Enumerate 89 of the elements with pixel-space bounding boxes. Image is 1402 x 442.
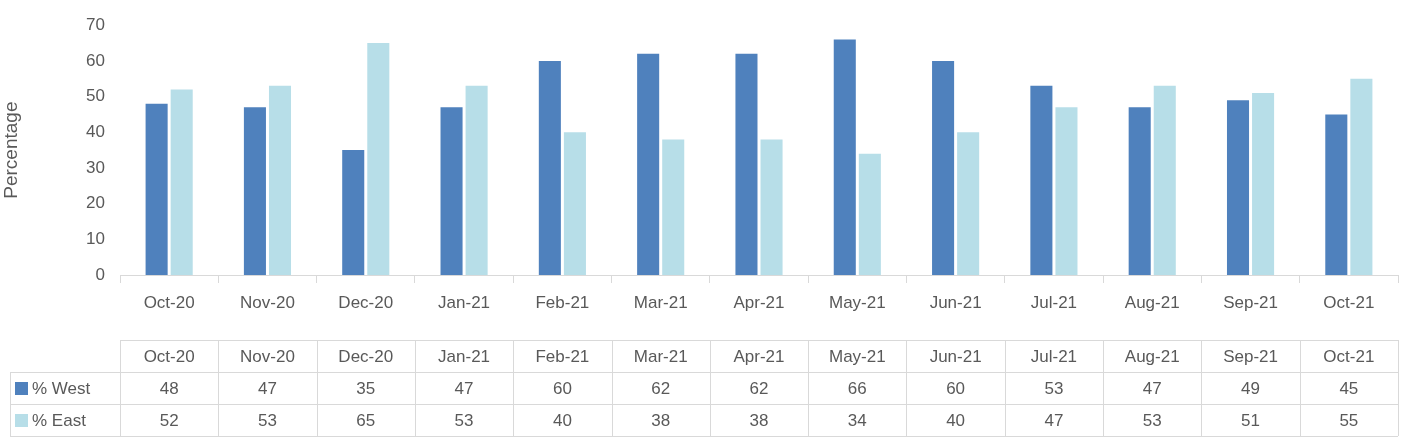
y-tick-label: 50 bbox=[86, 86, 105, 106]
x-tick-label: Feb-21 bbox=[535, 292, 590, 312]
data-label: 65 bbox=[356, 410, 376, 430]
x-tick-label: Dec-20 bbox=[338, 292, 394, 312]
data-label: 48 bbox=[159, 378, 179, 398]
category-label: Feb-21 bbox=[535, 346, 590, 366]
x-tick-label: Nov-20 bbox=[240, 292, 295, 312]
x-tick-label: Mar-21 bbox=[633, 292, 688, 312]
data-label: 55 bbox=[1339, 410, 1359, 430]
data-label: 47 bbox=[1044, 410, 1064, 430]
data-label: 62 bbox=[749, 378, 769, 398]
category-label: Mar-21 bbox=[633, 346, 688, 366]
y-tick-label: 0 bbox=[95, 264, 105, 284]
category-label: Jul-21 bbox=[1030, 346, 1078, 366]
x-tick-label: Sep-21 bbox=[1223, 292, 1278, 312]
category-label: Oct-20 bbox=[143, 346, 195, 366]
y-tick-label: 20 bbox=[86, 193, 105, 213]
data-label: 38 bbox=[749, 410, 769, 430]
data-label: 66 bbox=[847, 378, 867, 398]
x-tick-label: Jul-21 bbox=[1030, 292, 1078, 312]
category-label: Nov-20 bbox=[240, 346, 295, 366]
bar bbox=[932, 60, 955, 275]
bar bbox=[145, 103, 168, 275]
bar bbox=[858, 153, 881, 275]
y-tick-label: 70 bbox=[86, 14, 105, 34]
category-label: Jan-21 bbox=[438, 346, 491, 366]
x-tick-label: May-21 bbox=[828, 292, 886, 312]
bar bbox=[367, 43, 390, 275]
x-tick-label: Oct-20 bbox=[143, 292, 195, 312]
data-label: 45 bbox=[1339, 378, 1359, 398]
category-label: May-21 bbox=[828, 346, 886, 366]
data-label: 53 bbox=[1044, 378, 1064, 398]
x-tick-label: Apr-21 bbox=[733, 292, 785, 312]
category-label: Sep-21 bbox=[1223, 346, 1278, 366]
bar bbox=[440, 107, 463, 275]
data-label: 34 bbox=[847, 410, 867, 430]
bar bbox=[662, 139, 685, 275]
y-tick-label: 40 bbox=[86, 121, 105, 141]
bar bbox=[465, 85, 488, 275]
bar bbox=[1325, 114, 1348, 275]
data-label: 52 bbox=[159, 410, 179, 430]
data-label: 47 bbox=[1142, 378, 1162, 398]
category-label: Oct-21 bbox=[1323, 346, 1375, 366]
data-label: 53 bbox=[454, 410, 474, 430]
y-axis-title: Percentage bbox=[0, 101, 21, 199]
bar bbox=[1055, 107, 1078, 275]
category-label: Apr-21 bbox=[733, 346, 785, 366]
category-label: Dec-20 bbox=[338, 346, 394, 366]
y-tick-label: 30 bbox=[86, 157, 105, 177]
category-label: Aug-21 bbox=[1124, 346, 1180, 366]
bar bbox=[957, 132, 980, 275]
bar bbox=[760, 139, 783, 275]
bar bbox=[170, 89, 193, 275]
bar bbox=[735, 53, 758, 275]
bar bbox=[637, 53, 660, 275]
legend-label: % West bbox=[32, 378, 91, 398]
data-label: 53 bbox=[1142, 410, 1162, 430]
data-label: 38 bbox=[651, 410, 671, 430]
data-label: 47 bbox=[258, 378, 277, 398]
data-label: 40 bbox=[946, 410, 966, 430]
bar bbox=[243, 107, 266, 275]
x-tick-label: Jun-21 bbox=[929, 292, 982, 312]
data-label: 60 bbox=[946, 378, 966, 398]
data-label: 49 bbox=[1241, 378, 1260, 398]
bar bbox=[833, 39, 856, 275]
bar bbox=[1153, 85, 1176, 275]
x-tick-label: Oct-21 bbox=[1323, 292, 1375, 312]
x-tick-label: Aug-21 bbox=[1124, 292, 1180, 312]
bar bbox=[538, 60, 561, 275]
bar bbox=[1128, 107, 1151, 275]
data-label: 60 bbox=[552, 378, 572, 398]
bar bbox=[1252, 93, 1275, 275]
bar bbox=[563, 132, 586, 275]
data-label: 62 bbox=[651, 378, 671, 398]
y-tick-label: 60 bbox=[86, 50, 105, 70]
data-label: 51 bbox=[1241, 410, 1260, 430]
category-label: Jun-21 bbox=[929, 346, 982, 366]
legend-label: % East bbox=[32, 410, 87, 430]
bar bbox=[1030, 85, 1053, 275]
bar bbox=[1350, 78, 1373, 275]
bar bbox=[342, 150, 365, 275]
y-tick-label: 10 bbox=[86, 229, 105, 248]
data-label: 40 bbox=[552, 410, 572, 430]
bar bbox=[268, 85, 292, 275]
x-tick-label: Jan-21 bbox=[438, 292, 491, 312]
data-label: 53 bbox=[258, 410, 277, 430]
data-label: 35 bbox=[356, 378, 376, 398]
bar bbox=[1226, 100, 1250, 275]
data-label: 47 bbox=[454, 378, 474, 398]
